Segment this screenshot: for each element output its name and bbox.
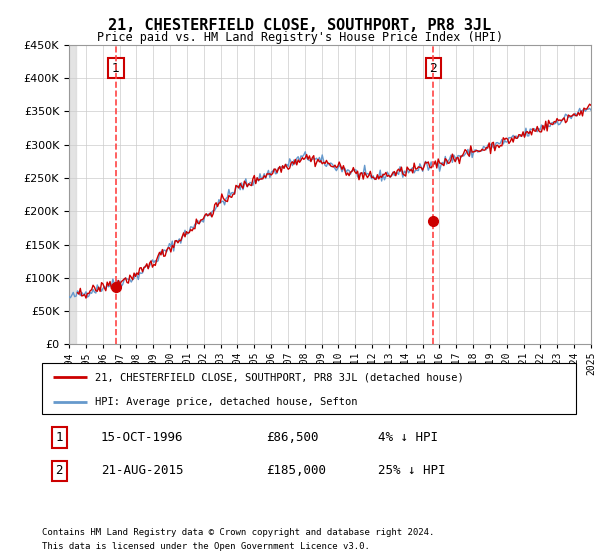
Text: 21, CHESTERFIELD CLOSE, SOUTHPORT, PR8 3JL (detached house): 21, CHESTERFIELD CLOSE, SOUTHPORT, PR8 3…	[95, 372, 464, 382]
Bar	[69, 45, 76, 344]
Text: 2: 2	[430, 62, 437, 74]
Text: 2: 2	[55, 464, 63, 477]
Text: £86,500: £86,500	[266, 431, 319, 444]
Text: Contains HM Land Registry data © Crown copyright and database right 2024.: Contains HM Land Registry data © Crown c…	[42, 528, 434, 536]
Text: 21-AUG-2015: 21-AUG-2015	[101, 464, 183, 477]
Text: £185,000: £185,000	[266, 464, 326, 477]
FancyBboxPatch shape	[42, 363, 576, 414]
Text: 21, CHESTERFIELD CLOSE, SOUTHPORT, PR8 3JL: 21, CHESTERFIELD CLOSE, SOUTHPORT, PR8 3…	[109, 18, 491, 33]
Text: 1: 1	[55, 431, 63, 444]
Text: Price paid vs. HM Land Registry's House Price Index (HPI): Price paid vs. HM Land Registry's House …	[97, 31, 503, 44]
Text: 25% ↓ HPI: 25% ↓ HPI	[379, 464, 446, 477]
Text: This data is licensed under the Open Government Licence v3.0.: This data is licensed under the Open Gov…	[42, 542, 370, 550]
Text: 1: 1	[112, 62, 120, 74]
Text: 15-OCT-1996: 15-OCT-1996	[101, 431, 183, 444]
Text: HPI: Average price, detached house, Sefton: HPI: Average price, detached house, Seft…	[95, 396, 358, 407]
Text: 4% ↓ HPI: 4% ↓ HPI	[379, 431, 439, 444]
